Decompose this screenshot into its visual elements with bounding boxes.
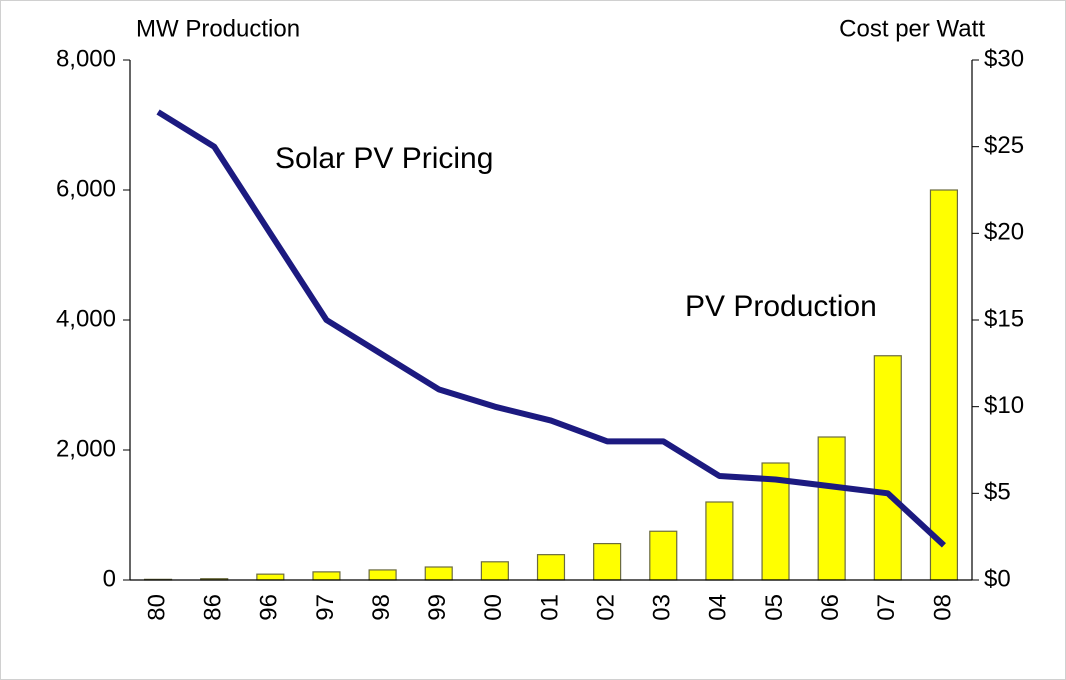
- bar: [593, 542, 622, 581]
- y-tick-label: 4,000: [56, 305, 116, 332]
- y-tick-label: 6,000: [56, 175, 116, 202]
- x-tick-label: 05: [761, 594, 788, 621]
- y2-tick-label: $15: [984, 305, 1024, 332]
- x-tick-label: 03: [649, 594, 676, 621]
- annotation: Solar PV Pricing: [275, 142, 493, 175]
- bar: [649, 530, 678, 581]
- y2-axis-title: Cost per Watt: [839, 15, 985, 42]
- y2-tick-label: $0: [984, 565, 1011, 592]
- x-tick-label: 80: [143, 594, 170, 621]
- bar: [705, 501, 734, 581]
- y2-tick-label: $10: [984, 392, 1024, 419]
- bar: [312, 571, 341, 581]
- bar: [256, 573, 285, 581]
- x-tick-label: 01: [536, 594, 563, 621]
- bar: [873, 355, 902, 581]
- x-tick-label: 08: [929, 594, 956, 621]
- bar: [424, 566, 453, 581]
- bar: [368, 569, 397, 581]
- x-tick-label: 04: [705, 594, 732, 621]
- x-tick-label: 98: [368, 594, 395, 621]
- y2-tick-label: $5: [984, 479, 1011, 506]
- y2-tick-label: $20: [984, 219, 1024, 246]
- x-tick-label: 96: [256, 594, 283, 621]
- x-tick-label: 97: [312, 594, 339, 621]
- bar: [480, 561, 509, 581]
- y-tick-label: 2,000: [56, 435, 116, 462]
- bar: [929, 189, 959, 581]
- y2-tick-label: $30: [984, 45, 1024, 72]
- y-tick-label: 0: [103, 565, 116, 592]
- y-tick-label: 8,000: [56, 45, 116, 72]
- bar: [817, 436, 846, 581]
- y2-tick-label: $25: [984, 132, 1024, 159]
- x-tick-label: 02: [592, 594, 619, 621]
- x-tick-label: 00: [480, 594, 507, 621]
- annotation: PV Production: [685, 290, 877, 323]
- bar: [536, 554, 566, 581]
- x-tick-label: 99: [424, 594, 451, 621]
- y-axis-title: MW Production: [136, 15, 300, 42]
- x-tick-label: 86: [200, 594, 227, 621]
- x-tick-label: 06: [817, 594, 844, 621]
- x-tick-label: 07: [873, 594, 900, 621]
- line: [156, 109, 946, 548]
